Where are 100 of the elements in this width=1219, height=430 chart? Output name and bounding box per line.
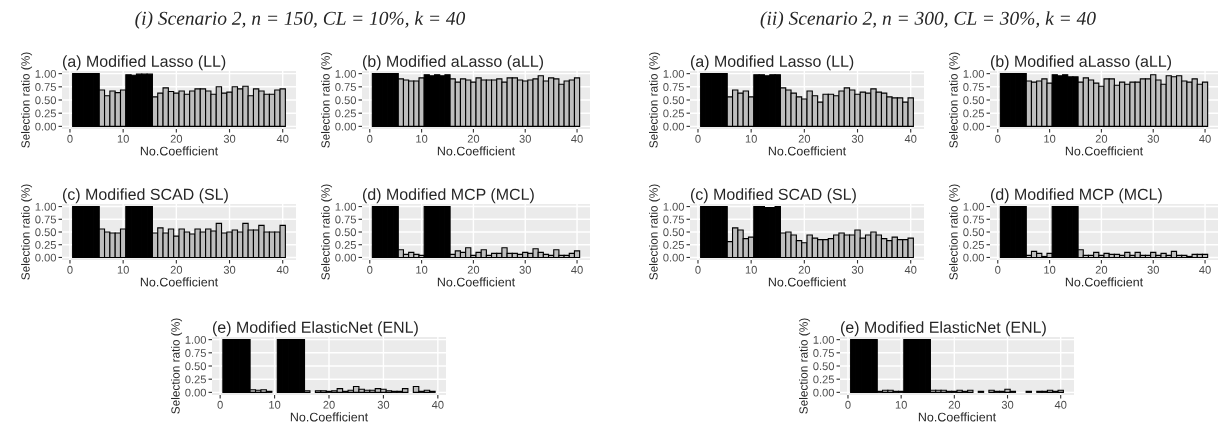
- y-tick-label: 0.75: [963, 83, 984, 91]
- x-tick-label: 0: [367, 265, 373, 274]
- y-tick-label: 0.50: [663, 96, 685, 105]
- x-tick-label: 20: [170, 134, 183, 143]
- x-tick-label: 30: [377, 400, 390, 409]
- x-tick-label: 20: [948, 400, 961, 409]
- x-axis-title: No.Coefficient: [290, 412, 369, 422]
- x-tick-label: 10: [269, 400, 281, 409]
- chart-title: (d) Modified MCP (MCL): [990, 188, 1162, 204]
- chart-title: (c) Modified SCAD (SL): [62, 188, 228, 204]
- x-axis-title: No.Coefficient: [1065, 146, 1144, 156]
- x-axis-title: No.Coefficient: [437, 277, 516, 287]
- chart-title: (c) Modified SCAD (SL): [690, 188, 856, 204]
- x-axis-title: No.Coefficient: [140, 277, 219, 287]
- x-tick-label: 10: [895, 400, 907, 409]
- chart-title: (e) Modified ElasticNet (ENL): [840, 321, 1046, 337]
- x-tick-label: 30: [519, 134, 531, 143]
- y-tick-label: 0.50: [813, 362, 835, 371]
- y-tick-label: 0.00: [185, 388, 207, 397]
- y-tick-label: 0.75: [335, 215, 356, 224]
- y-axis-title: Selection ratio (%): [171, 318, 183, 414]
- y-tick-label: 0.75: [35, 83, 56, 91]
- y-axis-title: Selection ratio (%): [21, 184, 33, 280]
- x-tick-label: 0: [845, 400, 851, 409]
- x-axis-title: No.Coefficient: [768, 277, 847, 287]
- text: (i) Scenario 2, n = 150, CL = 10%, k = 40: [135, 11, 466, 29]
- y-tick-label: 0.50: [963, 96, 985, 105]
- x-tick-label: 10: [416, 265, 428, 274]
- x-tick-label: 40: [1199, 265, 1211, 274]
- x-tick-label: 0: [67, 134, 73, 143]
- x-tick-label: 40: [1054, 400, 1067, 409]
- x-tick-label: 40: [276, 265, 289, 274]
- x-tick-label: 10: [117, 265, 129, 274]
- y-tick-label: 0.00: [963, 253, 985, 262]
- y-tick-label: 0.00: [663, 122, 685, 131]
- x-tick-label: 20: [467, 265, 480, 274]
- y-tick-label: 0.75: [663, 83, 684, 91]
- chart-title: (e) Modified ElasticNet (ENL): [212, 321, 418, 337]
- y-tick-label: 0.75: [35, 215, 56, 224]
- y-tick-label: 0.25: [663, 109, 684, 118]
- y-tick-label: 0.00: [35, 253, 57, 262]
- x-tick-label: 30: [223, 265, 236, 274]
- text: (ii) Scenario 2, n = 300, CL = 30%, k = 40: [760, 11, 1096, 29]
- y-tick-label: 0.75: [663, 215, 684, 224]
- y-tick-label: 0.25: [963, 109, 984, 118]
- y-axis-title: Selection ratio (%): [21, 52, 33, 148]
- y-tick-label: 1.00: [963, 202, 985, 211]
- x-tick-label: 20: [467, 134, 480, 143]
- y-tick-label: 0.25: [185, 375, 206, 384]
- x-tick-label: 10: [1044, 134, 1056, 143]
- y-tick-label: 1.00: [963, 69, 985, 78]
- y-axis-title: Selection ratio (%): [949, 184, 961, 280]
- y-tick-label: 1.00: [335, 69, 357, 78]
- x-tick-label: 20: [798, 265, 811, 274]
- x-tick-label: 40: [571, 134, 583, 143]
- x-tick-label: 0: [367, 134, 373, 143]
- y-tick-label: 0.25: [813, 375, 834, 384]
- x-tick-label: 10: [745, 265, 757, 274]
- y-tick-label: 0.00: [813, 388, 835, 397]
- y-tick-label: 1.00: [663, 202, 685, 211]
- x-tick-label: 20: [1095, 134, 1108, 143]
- y-tick-label: 0.50: [335, 96, 357, 105]
- x-tick-label: 20: [170, 265, 183, 274]
- y-tick-label: 1.00: [335, 202, 357, 211]
- chart-title: (b) Modified aLasso (aLL): [990, 55, 1171, 71]
- y-tick-label: 0.00: [963, 122, 985, 131]
- x-tick-label: 40: [904, 134, 917, 143]
- x-tick-label: 20: [798, 134, 811, 143]
- y-tick-label: 1.00: [813, 335, 835, 344]
- y-tick-label: 0.50: [185, 362, 207, 371]
- x-tick-label: 10: [745, 134, 757, 143]
- x-axis-title: No.Coefficient: [140, 146, 219, 156]
- x-tick-label: 10: [117, 134, 129, 143]
- x-tick-label: 0: [695, 265, 701, 274]
- y-tick-label: 0.25: [963, 240, 984, 249]
- y-tick-label: 0.50: [35, 96, 57, 105]
- x-tick-label: 10: [416, 134, 428, 143]
- x-tick-label: 40: [276, 134, 289, 143]
- x-tick-label: 0: [995, 265, 1001, 274]
- y-tick-label: 0.25: [663, 240, 684, 249]
- x-axis-title: No.Coefficient: [918, 412, 997, 422]
- y-axis-title: Selection ratio (%): [949, 52, 961, 148]
- y-tick-label: 0.25: [35, 240, 56, 249]
- x-tick-label: 30: [851, 134, 864, 143]
- x-tick-label: 40: [1199, 134, 1211, 143]
- x-tick-label: 30: [851, 265, 864, 274]
- y-axis-title: Selection ratio (%): [649, 52, 661, 148]
- y-axis-title: Selection ratio (%): [321, 52, 333, 148]
- x-tick-label: 20: [1095, 265, 1108, 274]
- x-tick-label: 20: [323, 400, 335, 409]
- x-tick-label: 0: [695, 134, 701, 143]
- y-tick-label: 0.50: [663, 228, 685, 237]
- y-tick-label: 0.00: [335, 253, 357, 262]
- x-tick-label: 30: [223, 134, 236, 143]
- x-tick-label: 40: [904, 265, 917, 274]
- x-axis-title: No.Coefficient: [1065, 277, 1144, 287]
- chart-title: (a) Modified Lasso (LL): [62, 55, 226, 71]
- x-axis-title: No.Coefficient: [768, 146, 847, 156]
- y-axis-title: Selection ratio (%): [321, 184, 333, 280]
- x-tick-label: 0: [217, 400, 223, 409]
